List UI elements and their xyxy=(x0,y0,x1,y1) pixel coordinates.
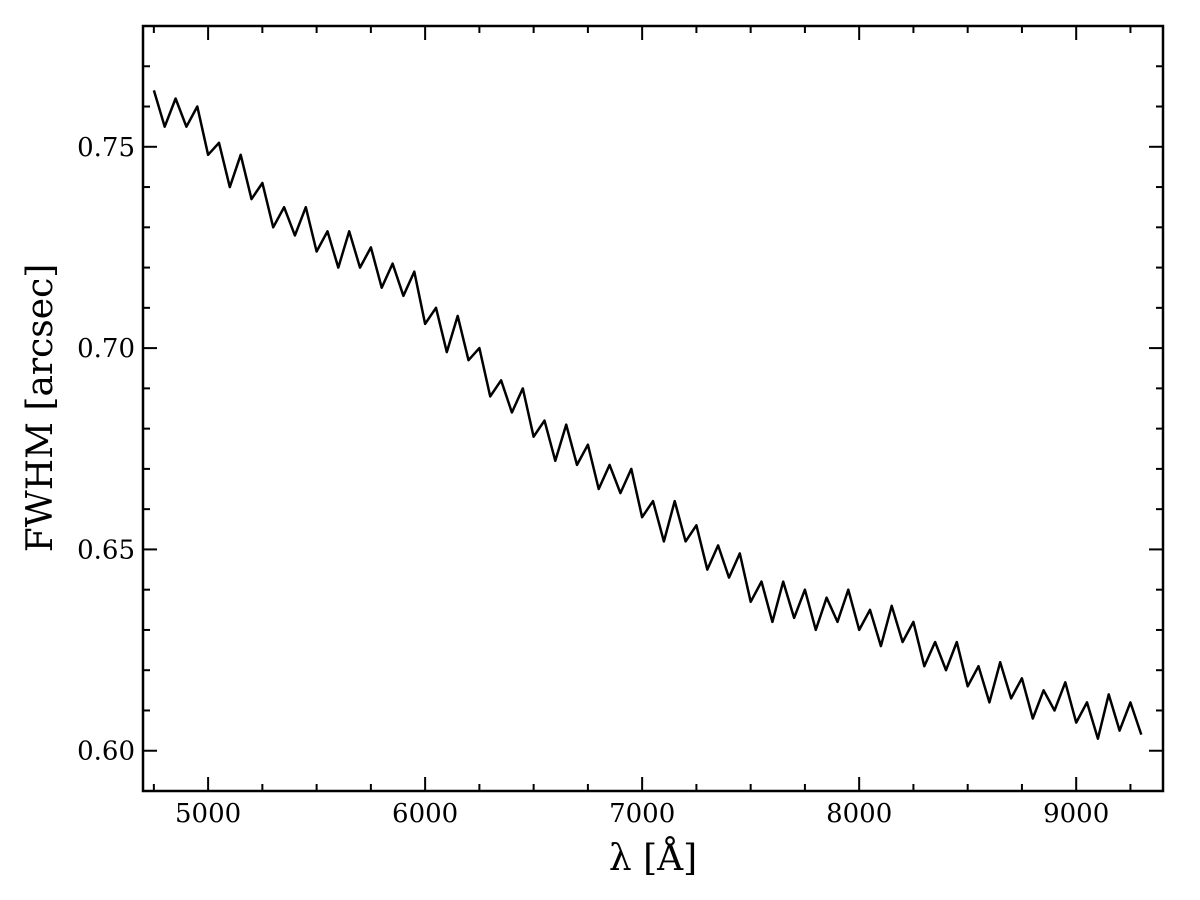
x-tick-label: 9000 xyxy=(1043,799,1109,829)
y-tick-label: 0.75 xyxy=(77,133,135,163)
plot-frame xyxy=(141,24,1165,793)
y-tick-label: 0.60 xyxy=(77,737,135,767)
data-line xyxy=(152,90,1143,740)
x-tick-label: 8000 xyxy=(826,799,892,829)
x-axis-label: λ [Å] xyxy=(609,837,697,879)
x-tick-label: 7000 xyxy=(609,799,675,829)
x-tick-label: 6000 xyxy=(392,799,458,829)
y-tick-label: 0.70 xyxy=(77,334,135,364)
y-tick-label: 0.65 xyxy=(77,535,135,565)
x-tick-label: 5000 xyxy=(175,799,241,829)
y-axis-label: FWHM [arcsec] xyxy=(20,264,61,553)
